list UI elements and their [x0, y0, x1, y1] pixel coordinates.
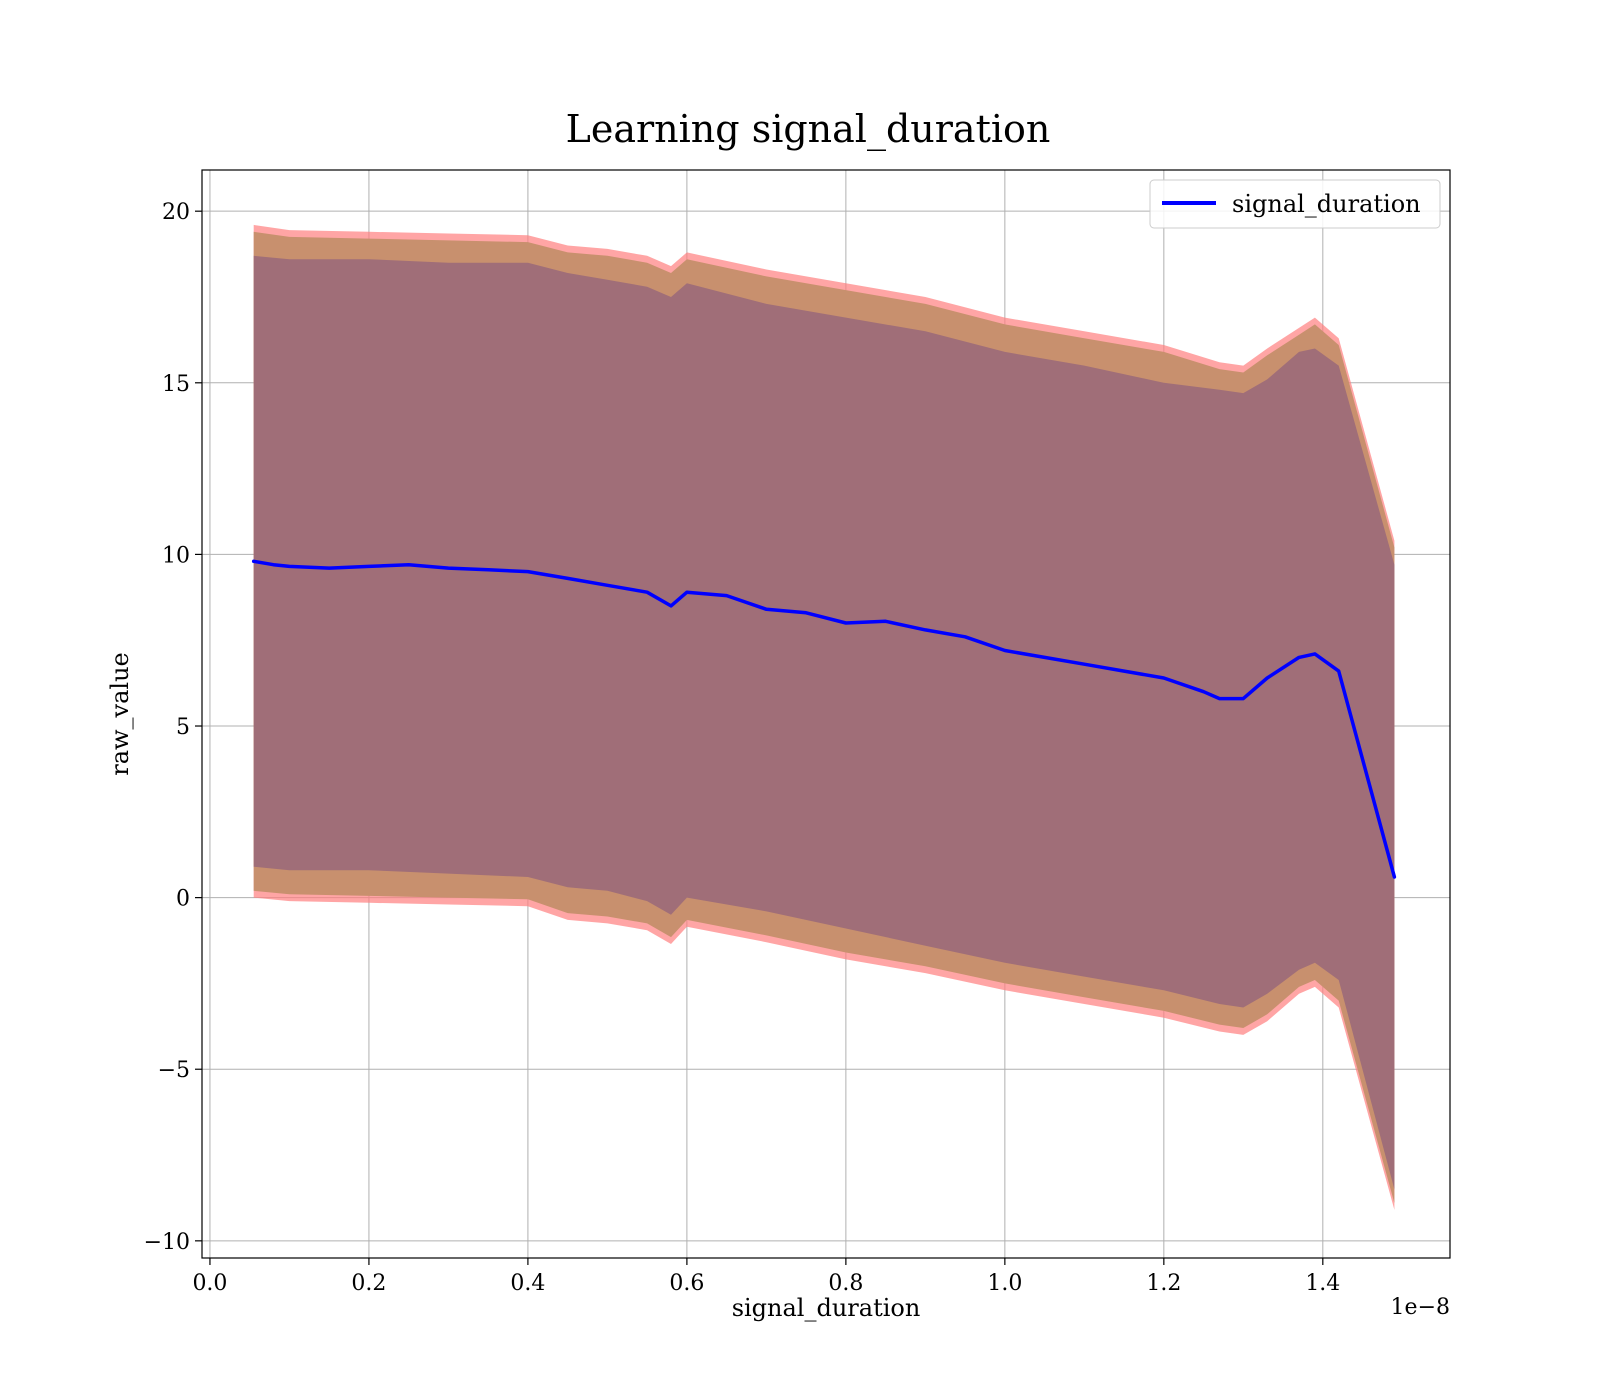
x-tick-label: 0.2 — [351, 1271, 386, 1296]
y-tick-label: 0 — [176, 887, 190, 912]
plot-frame — [201, 169, 1451, 1259]
y-tick-label: 20 — [162, 200, 190, 225]
x-tick-label: 0.8 — [828, 1271, 863, 1296]
confidence-bands — [253, 224, 1395, 1210]
legend-box — [1149, 179, 1441, 229]
band-area-2 — [253, 255, 1395, 1190]
x-tick-label: 1.4 — [1305, 1271, 1340, 1296]
x-tick-label: 0.6 — [669, 1271, 704, 1296]
y-tick-label: 15 — [162, 372, 190, 397]
x-tick-label: 1.0 — [987, 1271, 1022, 1296]
legend: signal_duration — [1149, 179, 1441, 229]
y-axis-label: raw_value — [106, 652, 134, 776]
series-lines — [251, 559, 1397, 879]
y-tick-label: −5 — [158, 1058, 190, 1083]
series-line-signal_duration — [251, 559, 1397, 879]
x-tick-label: 0.0 — [192, 1271, 227, 1296]
x-tick-label: 0.4 — [510, 1271, 545, 1296]
x-tick-label: 1.2 — [1146, 1271, 1181, 1296]
y-tick-label: 10 — [162, 543, 190, 568]
x-axis-label: signal_duration — [732, 1294, 921, 1322]
chart-title: Learning signal_duration — [566, 107, 1051, 152]
axis-ticks: 0.0 0.2 0.4 0.6 0.8 1.0 1.2 1.4 −10 −5 0 5 10 15 20 — [144, 200, 1341, 1296]
y-tick-label: 5 — [176, 715, 190, 740]
legend-label: signal_duration — [1232, 190, 1421, 218]
y-tick-label: −10 — [144, 1230, 190, 1255]
x-axis-offset-label: 1e−8 — [1391, 1295, 1450, 1320]
